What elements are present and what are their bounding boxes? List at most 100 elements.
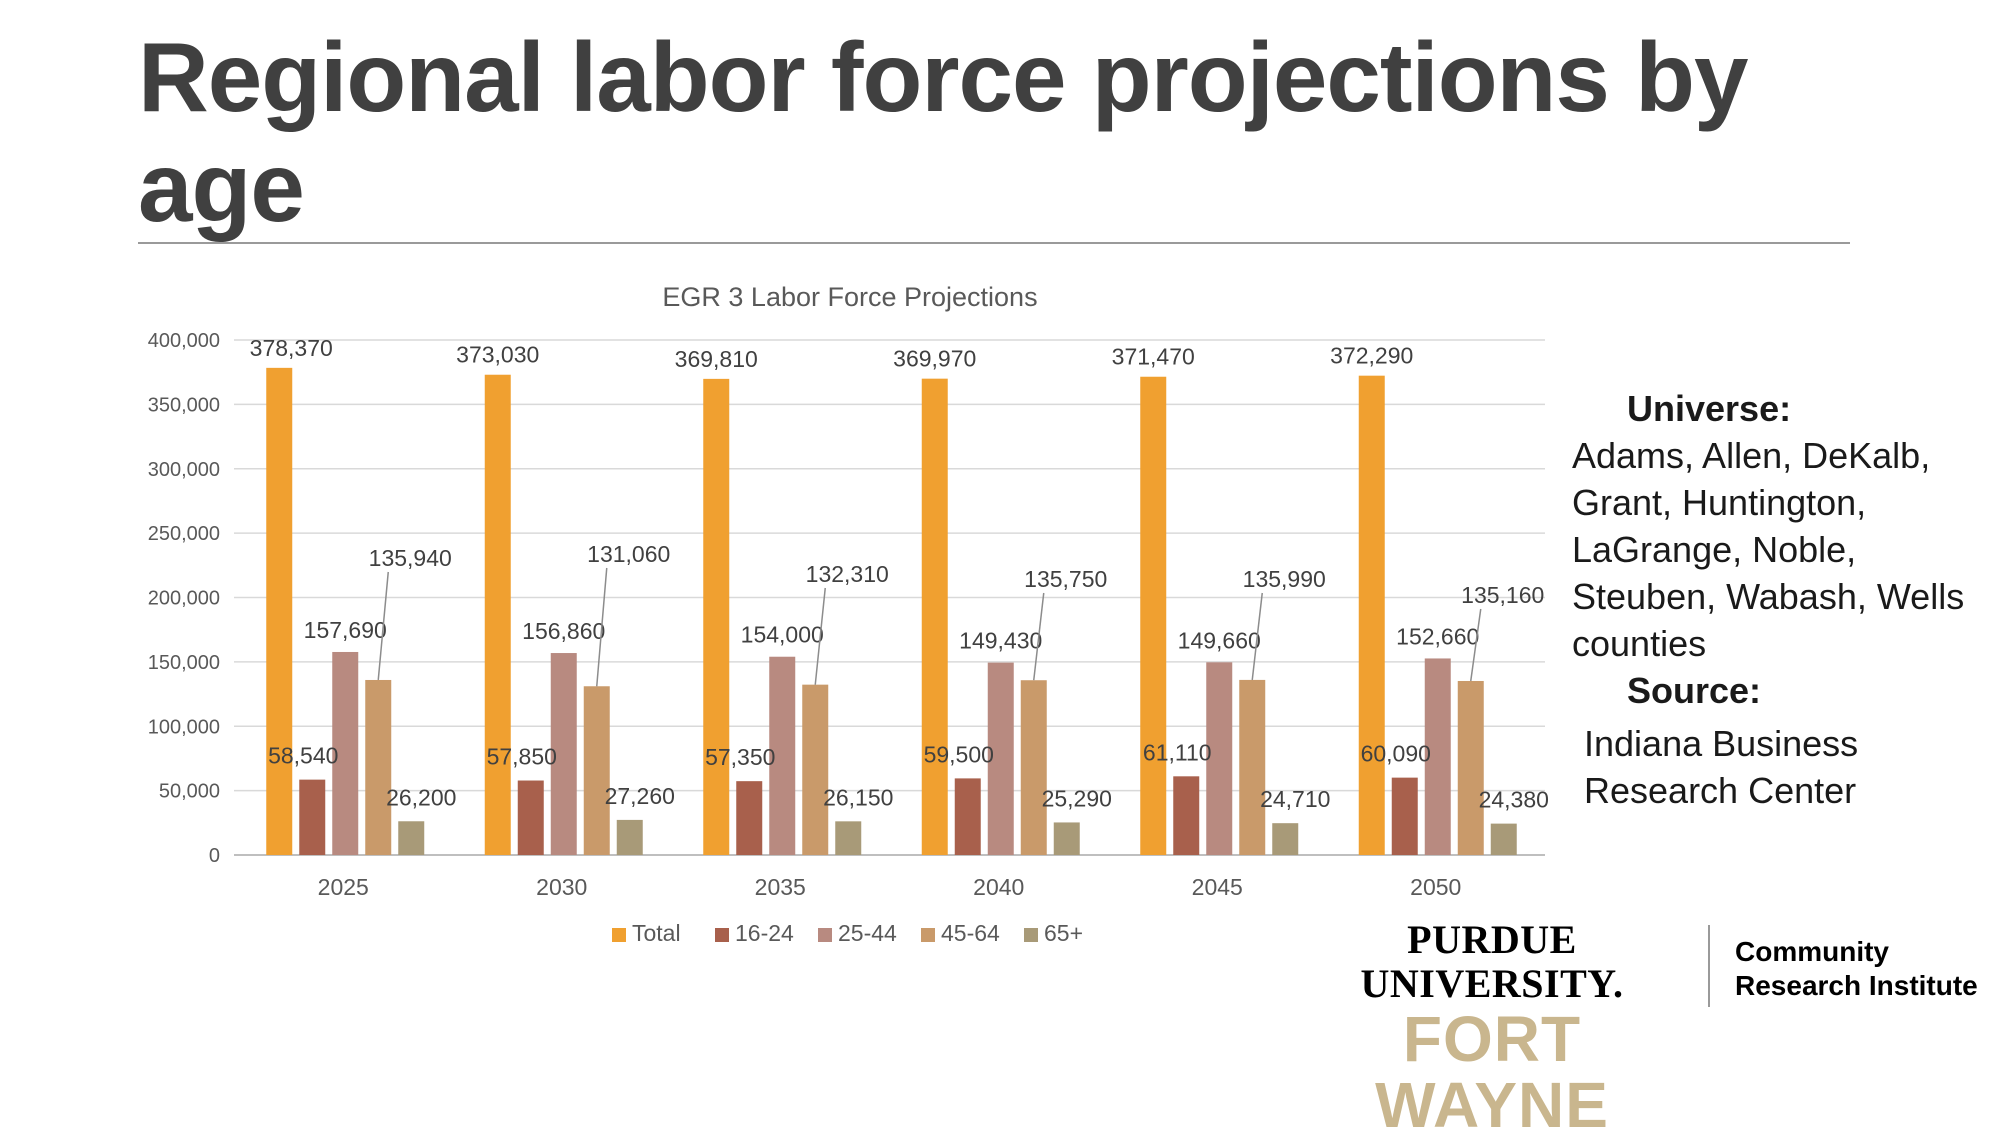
x-tick-label: 2045 — [1192, 874, 1243, 900]
legend-swatch-45-64 — [921, 928, 935, 942]
bar-25-44 — [1206, 662, 1233, 855]
bar-25-44 — [332, 651, 359, 855]
source-line: Indiana Business — [1584, 723, 1859, 764]
bar-16-24 — [1173, 776, 1200, 855]
bar-16-24 — [517, 780, 544, 855]
data-label-25-44: 154,000 — [741, 622, 824, 648]
y-tick-label: 200,000 — [148, 588, 220, 610]
universe-line: Steuben, Wabash, Wells — [1572, 576, 1965, 617]
data-label-25-44: 152,660 — [1396, 623, 1479, 649]
title-divider — [138, 242, 1850, 244]
bar-45-64 — [802, 684, 829, 855]
bar-25-44 — [1424, 658, 1451, 855]
bar-16-24 — [736, 781, 763, 855]
y-tick-label: 250,000 — [148, 523, 220, 545]
bar-total — [1140, 376, 1167, 855]
legend-label-16-24: 16-24 — [735, 920, 794, 946]
bar-65- — [1272, 823, 1299, 855]
data-label-16-24: 57,350 — [705, 744, 775, 770]
legend-swatch-total — [612, 928, 626, 942]
data-label-16-24: 61,110 — [1143, 739, 1212, 765]
leader-line — [596, 567, 608, 687]
slide-title: Regional labor force projections by age — [138, 22, 1749, 242]
y-tick-label: 300,000 — [148, 459, 220, 481]
source-line: Research Center — [1584, 770, 1857, 811]
logo-divider — [1708, 925, 1710, 1007]
chart-title: EGR 3 Labor Force Projections — [662, 282, 1037, 312]
data-label-25-44: 156,860 — [522, 618, 605, 644]
data-label-65-: 26,150 — [823, 784, 893, 810]
data-label-25-44: 149,660 — [1178, 627, 1261, 653]
institute-line: Community — [1735, 936, 1889, 967]
data-label-16-24: 57,850 — [487, 744, 557, 770]
x-tick-label: 2050 — [1410, 874, 1461, 900]
universe-line: counties — [1572, 623, 1707, 664]
bar-16-24 — [1391, 777, 1418, 855]
leader-line — [1251, 592, 1263, 680]
bar-45-64 — [1239, 679, 1266, 855]
bar-65- — [1490, 823, 1517, 855]
y-tick-label: 100,000 — [148, 716, 220, 738]
data-label-25-44: 157,690 — [304, 617, 387, 643]
legend-label-total: Total — [632, 920, 681, 946]
data-label-total: 369,810 — [675, 346, 758, 372]
bar-65- — [398, 821, 425, 855]
data-label-16-24: 59,500 — [924, 741, 994, 767]
leader-line — [814, 587, 826, 685]
bar-65- — [1053, 822, 1080, 855]
bar-total — [484, 374, 511, 855]
x-tick-label: 2035 — [755, 874, 806, 900]
x-tick-label: 2030 — [536, 874, 587, 900]
data-label-total: 378,370 — [250, 335, 333, 361]
data-label-45-64: 135,750 — [1024, 566, 1107, 592]
y-tick-label: 0 — [209, 845, 220, 867]
data-label-total: 371,470 — [1112, 344, 1195, 370]
data-label-65-: 24,710 — [1260, 786, 1330, 812]
x-tick-label: 2025 — [318, 874, 369, 900]
data-label-total: 373,030 — [456, 342, 539, 368]
data-label-16-24: 58,540 — [268, 743, 338, 769]
legend-label-45-64: 45-64 — [941, 920, 1000, 946]
bar-25-44 — [769, 656, 796, 855]
bar-45-64 — [1020, 680, 1047, 855]
leader-line — [1033, 592, 1045, 681]
bar-total — [1358, 375, 1385, 855]
source-label: Source: — [1627, 670, 1762, 711]
data-label-45-64: 132,310 — [806, 561, 889, 587]
y-tick-label: 150,000 — [148, 652, 220, 674]
data-label-65-: 24,380 — [1479, 787, 1549, 813]
data-label-65-: 26,200 — [386, 784, 456, 810]
y-tick-label: 400,000 — [148, 330, 220, 352]
universe-label: Universe: — [1627, 388, 1792, 429]
purdue-fort-wayne-logo: PURDUE UNIVERSITY. FORT WAYNE — [1282, 917, 1702, 1139]
y-tick-label: 350,000 — [148, 394, 220, 416]
bar-65- — [616, 819, 643, 855]
data-label-25-44: 149,430 — [959, 628, 1042, 654]
bar-45-64 — [365, 679, 392, 855]
bar-total — [266, 367, 293, 855]
bar-16-24 — [954, 778, 981, 855]
data-label-65-: 27,260 — [605, 783, 675, 809]
x-tick-label: 2040 — [973, 874, 1024, 900]
legend-label-25-44: 25-44 — [838, 920, 897, 946]
data-label-65-: 25,290 — [1042, 785, 1112, 811]
legend-swatch-65- — [1024, 928, 1038, 942]
universe-line: Grant, Huntington, — [1572, 482, 1867, 523]
legend-label-65-: 65+ — [1044, 920, 1083, 946]
leader-line — [1470, 608, 1482, 682]
data-label-45-64: 135,940 — [369, 545, 452, 571]
data-label-45-64: 131,060 — [587, 541, 670, 567]
bar-25-44 — [987, 662, 1014, 855]
leader-line — [377, 571, 389, 681]
data-label-45-64: 135,160 — [1461, 582, 1544, 608]
logo-university: PURDUE UNIVERSITY. — [1360, 917, 1624, 1006]
data-label-16-24: 60,090 — [1361, 741, 1431, 767]
bar-65- — [835, 821, 862, 855]
legend-swatch-25-44 — [818, 928, 832, 942]
data-label-total: 372,290 — [1330, 343, 1413, 369]
bar-total — [921, 378, 948, 855]
data-label-total: 369,970 — [893, 346, 976, 372]
bar-16-24 — [299, 779, 326, 855]
labor-force-chart: EGR 3 Labor Force Projections 0 50,000 100,… — [148, 282, 1549, 946]
bar-25-44 — [550, 653, 577, 855]
